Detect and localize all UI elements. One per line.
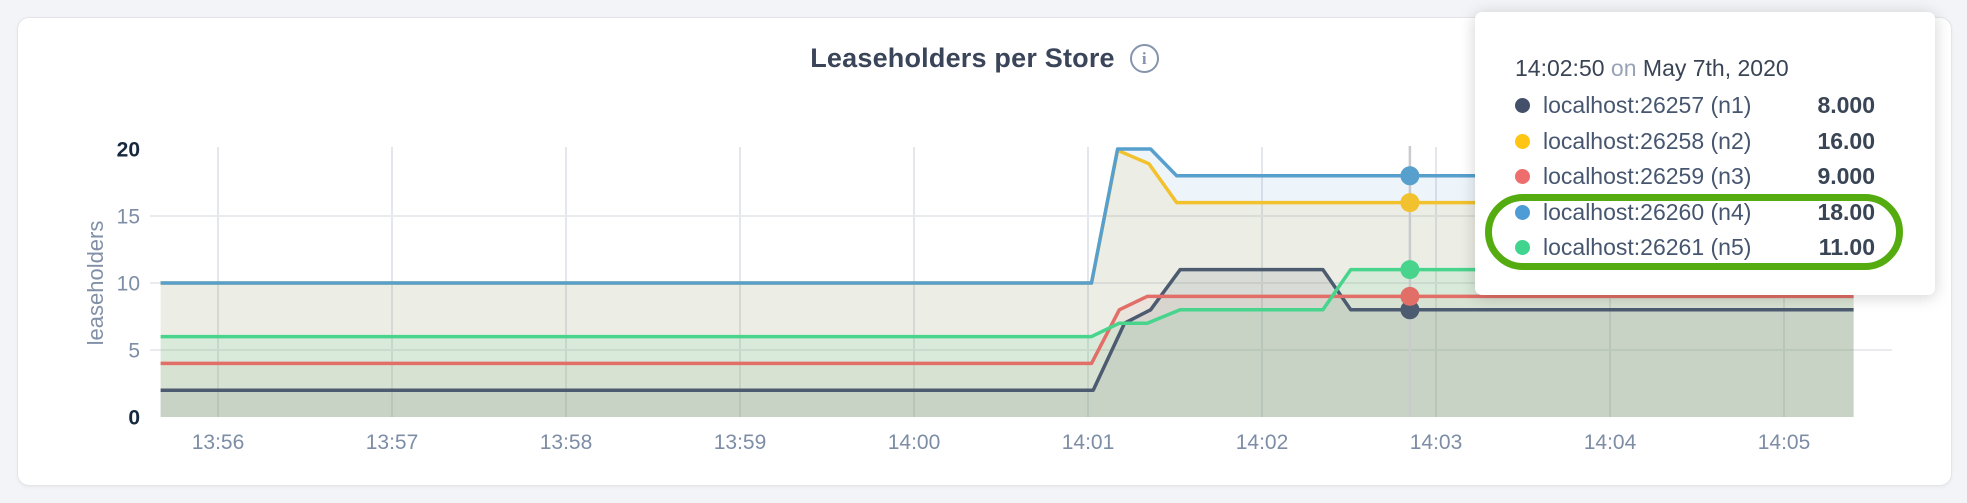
series-label-n3: localhost:26259 (n3) xyxy=(1543,163,1752,190)
series-area-n1 xyxy=(160,269,1854,417)
y-tick-label-15: 15 xyxy=(117,206,140,229)
info-icon[interactable]: i xyxy=(1129,44,1159,73)
y-tick-label-20: 20 xyxy=(117,139,140,162)
chart-header: Leaseholders per Store i xyxy=(17,43,1952,74)
series-line-n4 xyxy=(160,147,1854,285)
series-line-n3 xyxy=(160,294,1854,366)
y-axis-label: leaseholders xyxy=(83,220,108,346)
series-color-dot-n1 xyxy=(1515,98,1530,114)
chart-title: Leaseholders per Store xyxy=(810,43,1115,73)
hover-point-n5 xyxy=(1400,260,1420,280)
series-area-n5 xyxy=(160,269,1854,417)
hover-point-n2 xyxy=(1400,193,1420,213)
x-tick-label-13:58: 13:58 xyxy=(540,431,593,454)
x-tick-label-14:03: 14:03 xyxy=(1410,431,1463,454)
x-tick-label-14:05: 14:05 xyxy=(1758,431,1811,454)
x-tick-label-13:56: 13:56 xyxy=(192,431,245,454)
x-tick-label-14:02: 14:02 xyxy=(1236,431,1289,454)
tooltip-series-row: localhost:26258 (n2) 16.00 xyxy=(1515,124,1875,160)
x-tick-label-14:00: 14:00 xyxy=(888,431,941,454)
tooltip-date: May 7th, 2020 xyxy=(1642,55,1789,81)
y-tick-label-0: 0 xyxy=(128,407,140,430)
tooltip-time: 14:02:50 xyxy=(1515,55,1605,81)
series-value-n3: 9.000 xyxy=(1817,163,1875,190)
tooltip-series-row: localhost:26257 (n1) 8.000 xyxy=(1515,88,1875,124)
series-value-n2: 16.00 xyxy=(1817,127,1875,154)
series-line-n5 xyxy=(160,267,1854,339)
hover-point-n1 xyxy=(1400,300,1420,320)
y-tick-label-5: 5 xyxy=(128,340,140,363)
series-line-n1 xyxy=(160,267,1854,392)
x-tick-label-14:04: 14:04 xyxy=(1584,431,1637,454)
annotation-highlight-ring xyxy=(1485,194,1903,270)
series-area-n3 xyxy=(160,296,1854,417)
series-color-dot-n3 xyxy=(1515,169,1530,185)
series-label-n2: localhost:26258 (n2) xyxy=(1543,127,1752,154)
series-label-n4: localhost:26260 (n4) xyxy=(1543,198,1752,225)
series-color-dot-n2 xyxy=(1515,133,1530,149)
x-tick-label-14:01: 14:01 xyxy=(1062,431,1115,454)
hover-point-n3 xyxy=(1400,286,1420,306)
hover-point-n4 xyxy=(1400,166,1420,186)
series-value-n1: 8.000 xyxy=(1817,92,1875,119)
tooltip-timestamp: 14:02:50 on May 7th, 2020 xyxy=(1515,52,1875,84)
x-tick-label-13:59: 13:59 xyxy=(714,431,767,454)
tooltip-on-word: on xyxy=(1610,55,1637,81)
series-label-n1: localhost:26257 (n1) xyxy=(1543,92,1752,119)
tooltip-series-row: localhost:26259 (n3) 9.000 xyxy=(1515,159,1875,195)
series-label-n5: localhost:26261 (n5) xyxy=(1543,234,1752,261)
y-tick-label-10: 10 xyxy=(117,273,140,296)
x-tick-label-13:57: 13:57 xyxy=(366,431,419,454)
